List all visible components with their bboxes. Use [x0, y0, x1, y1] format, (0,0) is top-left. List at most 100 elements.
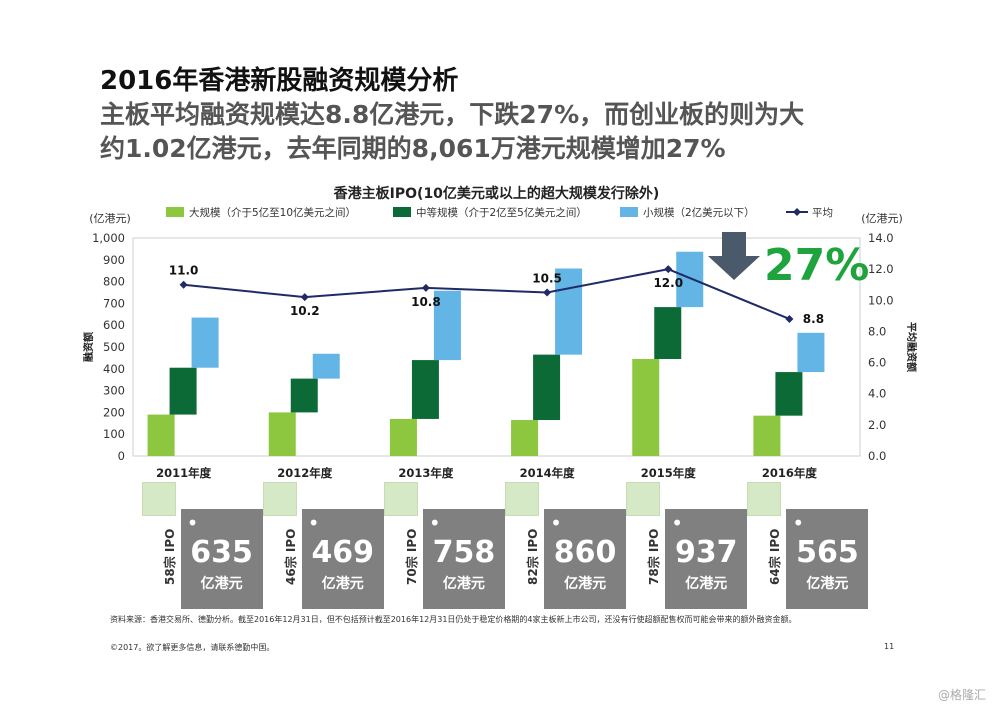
total-value: 860 — [553, 535, 617, 570]
total-card: • 937 亿港元 — [665, 509, 748, 609]
down-arrow-icon — [708, 232, 760, 280]
y-right-tick-label: 14.0 — [868, 231, 894, 245]
bar-small — [797, 332, 825, 373]
total-value: 635 — [190, 535, 253, 570]
average-point — [664, 265, 673, 274]
total-unit: 亿港元 — [321, 576, 364, 592]
ipo-count: 64宗 IPO — [768, 528, 783, 585]
left-axis-unit: (亿港元) — [89, 212, 131, 225]
legend-label-2: 小规模（2亿美元以下） — [643, 206, 755, 219]
headline-title: 2016年香港新股融资规模分析 — [100, 66, 459, 96]
page-number: 11 — [884, 642, 895, 651]
total-card: • 758 亿港元 — [422, 509, 505, 609]
x-tick-label: 2015年度 — [641, 466, 697, 480]
x-tick-label: 2013年度 — [398, 466, 454, 480]
average-point — [785, 314, 794, 323]
bullet-icon: • — [307, 511, 320, 535]
y-left-tick-label: 100 — [103, 427, 125, 441]
legend-swatch-1 — [393, 207, 411, 217]
average-point — [300, 293, 309, 302]
x-tick-label: 2012年度 — [277, 466, 333, 480]
bar-large — [389, 418, 417, 456]
ipo-chart: 香港主板IPO(10亿美元或以上的超大规模发行除外) (亿港元) (亿港元) 大规模（… — [82, 185, 918, 480]
y-left-tick-label: 1,000 — [92, 231, 125, 245]
y-right-tick-label: 8.0 — [868, 324, 886, 338]
ipo-count: 78宗 IPO — [647, 528, 662, 585]
legend-label-average: 平均 — [812, 207, 833, 219]
card-accent — [262, 482, 297, 516]
bar-large — [511, 420, 539, 456]
y-left-tick-label: 300 — [103, 384, 125, 398]
headline-subtitle: 主板平均融资规模达8.8亿港元，下跌27%，而创业板的则为大 约1.02亿港元，… — [100, 98, 980, 166]
bar-large — [632, 358, 660, 456]
average-data-label: 10.2 — [290, 304, 320, 318]
bullet-icon: • — [550, 511, 562, 535]
footer-note: ©2017。欲了解更多信息，请联系德勤中国。 — [110, 643, 275, 652]
card-accent — [626, 482, 661, 516]
bar-medium — [533, 354, 561, 421]
y-right-tick-label: 6.0 — [868, 356, 886, 370]
legend-label-1: 中等规模（介于2亿至5亿美元之间） — [416, 206, 587, 219]
total-card: • 565 亿港元 — [786, 509, 869, 609]
headline-subtitle-line2: 约1.02亿港元，去年同期的8,061万港元规模增加27% — [100, 134, 726, 163]
bullet-icon: • — [792, 511, 805, 535]
card-accent — [505, 482, 540, 516]
average-data-label: 10.8 — [411, 295, 441, 309]
bar-small — [312, 353, 340, 379]
average-data-label: 8.8 — [803, 312, 824, 326]
headline: 2016年香港新股融资规模分析 主板平均融资规模达8.8亿港元，下跌27%，而创… — [100, 64, 980, 166]
average-data-label: 10.5 — [532, 272, 562, 286]
x-tick-label: 2011年度 — [156, 466, 212, 480]
total-card: • 635 亿港元 — [180, 509, 263, 609]
y-left-tick-label: 800 — [103, 275, 125, 289]
bullet-icon: • — [186, 511, 199, 535]
bar-medium — [169, 367, 197, 415]
x-tick-label: 2016年度 — [762, 466, 818, 480]
bar-small — [555, 268, 583, 355]
total-unit: 亿港元 — [685, 576, 728, 592]
average-line — [183, 268, 790, 320]
bar-large — [147, 414, 175, 456]
card-accent — [383, 482, 418, 516]
card-accent — [141, 482, 176, 516]
y-left-tick-label: 400 — [103, 362, 125, 376]
plot-frame — [132, 237, 861, 457]
ipo-count: 82宗 IPO — [526, 528, 541, 585]
total-value: 937 — [674, 535, 738, 570]
total-value: 469 — [311, 535, 375, 570]
bar-medium — [411, 360, 439, 419]
total-card: • 860 亿港元 — [544, 509, 627, 609]
total-unit: 亿港元 — [564, 576, 607, 592]
bullet-icon: • — [428, 511, 441, 535]
y-right-tick-label: 12.0 — [868, 262, 894, 276]
y-left-tick-label: 200 — [103, 405, 125, 419]
headline-subtitle-line1: 主板平均融资规模达8.8亿港元，下跌27%，而创业板的则为大 — [100, 100, 805, 129]
source-note: 资料来源：香港交易所、德勤分析。截至2016年12月31日，但不包括预计截至20… — [110, 615, 797, 624]
decline-callout: 27% — [764, 240, 869, 291]
average-point — [421, 283, 430, 292]
y-right-axis-title: 平均融资额 — [905, 322, 918, 372]
card-accent — [747, 482, 782, 516]
watermark: @格隆汇 — [938, 688, 987, 702]
y-right-tick-label: 4.0 — [868, 387, 886, 401]
legend-marker-average — [793, 208, 801, 216]
total-value: 758 — [432, 535, 496, 570]
total-value: 565 — [796, 535, 859, 570]
y-right-tick-label: 0.0 — [868, 449, 886, 463]
legend-swatch-0 — [166, 207, 184, 217]
total-unit: 亿港元 — [200, 576, 243, 592]
chart-title: 香港主板IPO(10亿美元或以上的超大规模发行除外) — [333, 185, 660, 202]
y-left-tick-label: 900 — [103, 253, 125, 267]
average-point — [179, 280, 188, 289]
total-card: • 469 亿港元 — [301, 509, 384, 609]
right-axis-unit: (亿港元) — [861, 212, 903, 225]
y-left-tick-label: 700 — [103, 296, 125, 310]
ipo-count: 46宗 IPO — [283, 528, 298, 585]
y-right-tick-label: 2.0 — [868, 418, 886, 432]
bullet-icon: • — [671, 511, 684, 535]
average-data-label: 12.0 — [653, 276, 683, 290]
total-unit: 亿港元 — [442, 576, 485, 592]
bar-medium — [654, 307, 682, 359]
y-left-axis-title: 融资额 — [82, 332, 95, 362]
y-left-tick-label: 500 — [103, 340, 125, 354]
